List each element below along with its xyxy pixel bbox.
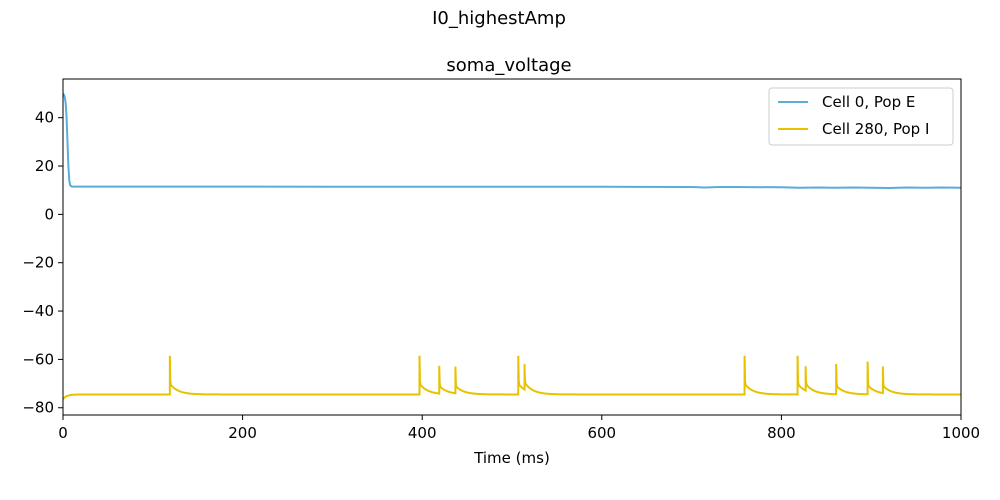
- x-tick-label: 800: [767, 424, 796, 442]
- x-tick-label: 400: [408, 424, 437, 442]
- x-tick-label: 600: [587, 424, 616, 442]
- y-tick-label: −20: [22, 254, 54, 272]
- legend-box: [768, 87, 954, 146]
- y-tick-label: 20: [35, 157, 54, 175]
- y-tick-label: 0: [44, 205, 54, 223]
- series-layer: [63, 92, 961, 400]
- chart-suptitle: I0_highestAmp: [432, 8, 566, 29]
- y-tick-label: −40: [22, 302, 54, 320]
- x-tick-label: 200: [228, 424, 257, 442]
- y-axis: −80 −60 −40 −20 0 20 40: [22, 109, 63, 417]
- x-axis-label: Time (ms): [473, 449, 550, 467]
- plot-frame: [62, 78, 962, 416]
- y-tick-label: −80: [22, 399, 54, 417]
- x-axis: 0 200 400 600 800 1000: [58, 415, 980, 442]
- legend: Cell 0, Pop E Cell 280, Pop I: [768, 87, 954, 146]
- chart-title: soma_voltage: [446, 55, 571, 76]
- x-tick-label: 1000: [942, 424, 980, 442]
- y-tick-label: −60: [22, 350, 54, 368]
- y-tick-label: 40: [35, 109, 54, 127]
- series-line-cell-0: [63, 92, 961, 190]
- legend-label-cell-280: Cell 280, Pop I: [822, 120, 929, 138]
- x-tick-label: 0: [58, 424, 68, 442]
- legend-label-cell-0: Cell 0, Pop E: [822, 93, 915, 111]
- series-line-cell-280: [63, 355, 961, 400]
